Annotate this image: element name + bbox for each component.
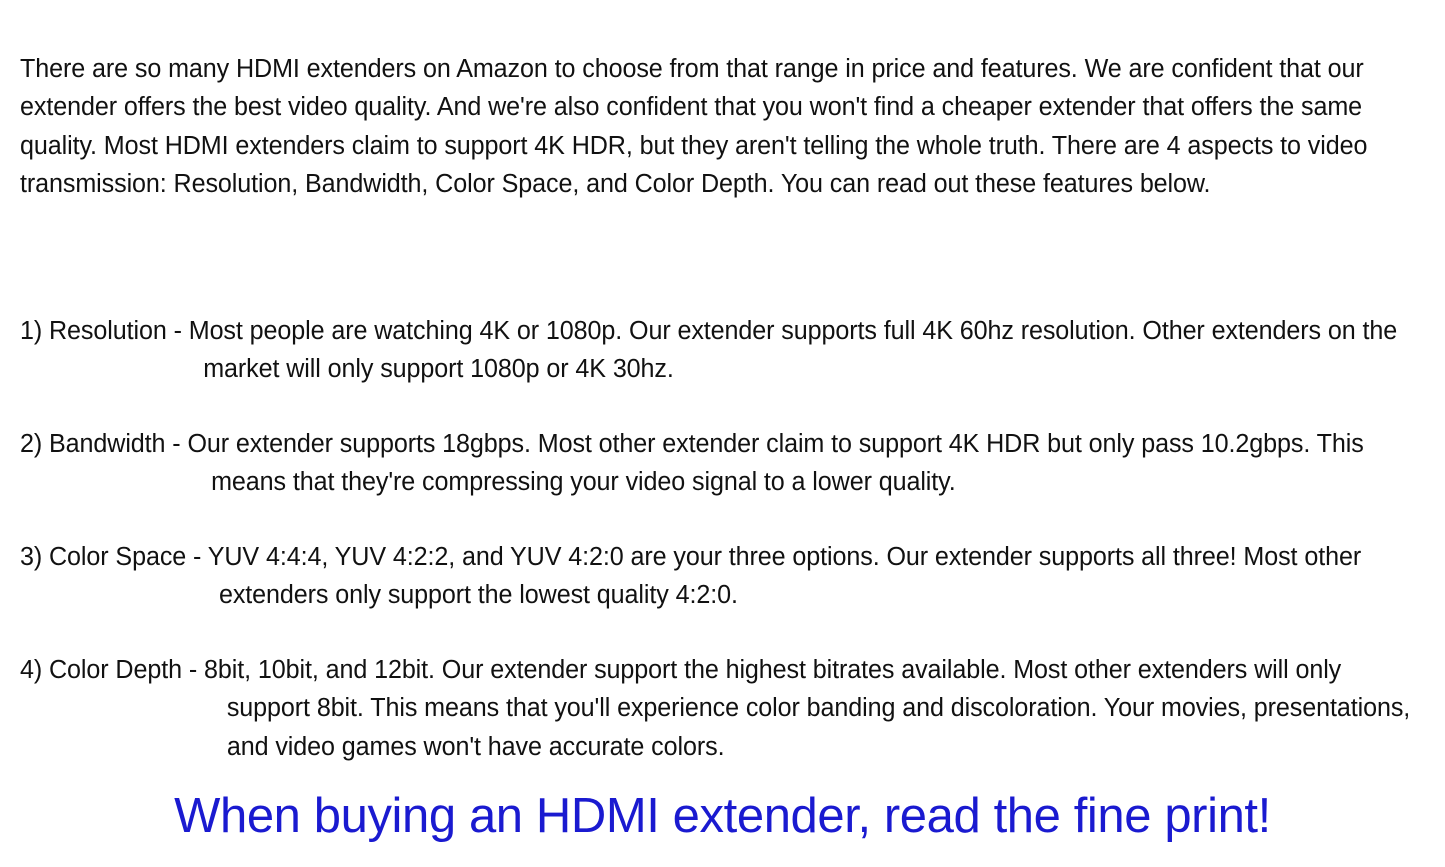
feature-item-color-depth: 4) Color Depth - 8bit, 10bit, and 12bit.… xyxy=(20,655,1411,761)
closing-headline: When buying an HDMI extender, read the f… xyxy=(174,789,1271,843)
feature-item-resolution: 1) Resolution - Most people are watching… xyxy=(20,316,1398,384)
feature-item-bandwidth: 2) Bandwidth - Our extender supports 18g… xyxy=(20,429,1364,497)
intro-paragraph: There are so many HDMI extenders on Amaz… xyxy=(20,54,1368,199)
feature-item-color-space: 3) Color Space - YUV 4:4:4, YUV 4:2:2, a… xyxy=(20,542,1362,610)
feature-list: 1) Resolution - Most people are watching… xyxy=(20,286,1432,766)
